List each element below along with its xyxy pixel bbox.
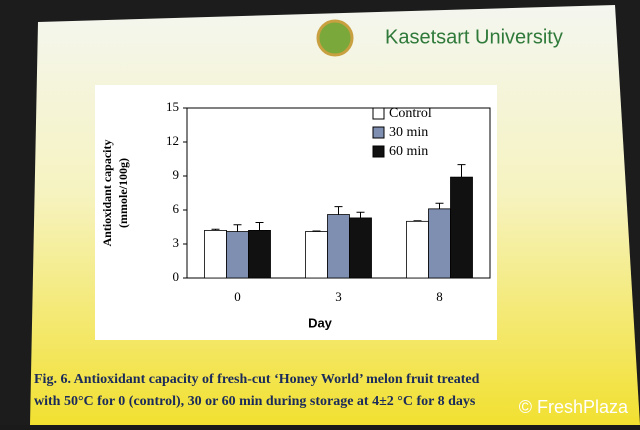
error-bar [255, 221, 264, 231]
bar [327, 214, 350, 279]
logo-emblem [316, 19, 354, 57]
x-axis-label: Day [308, 315, 333, 330]
y-tick-label: 9 [173, 167, 180, 182]
x-tick-label: 3 [335, 289, 342, 304]
y-tick-label: 12 [166, 133, 179, 148]
bar [349, 217, 372, 279]
y-tick-label: 6 [173, 201, 180, 216]
error-bar [211, 228, 220, 231]
error-bar [413, 220, 422, 222]
bar [428, 208, 451, 279]
bar [450, 176, 473, 279]
error-bar [457, 164, 466, 178]
legend-label: Control [389, 106, 432, 121]
legend-label: 60 min [389, 144, 428, 159]
bar [248, 229, 271, 279]
legend-swatch [372, 145, 385, 158]
error-bar [356, 211, 365, 218]
error-bar [435, 202, 444, 209]
y-tick-label: 3 [173, 235, 180, 250]
error-bar [233, 224, 242, 232]
bar [204, 229, 227, 279]
y-tick-label: 0 [173, 269, 180, 284]
y-tick-label: 15 [166, 99, 179, 114]
legend-swatch [372, 126, 385, 139]
legend-label: 30 min [389, 125, 428, 140]
watermark: © FreshPlaza [519, 397, 629, 417]
caption: Fig. 6. Antioxidant capacity of fresh-cu… [34, 372, 480, 387]
legend-swatch [372, 107, 385, 120]
bar [406, 220, 429, 279]
y-axis-label: Antioxidant capacity [100, 139, 114, 246]
y-axis-label: (mmole/100g) [116, 158, 130, 228]
error-bar [312, 230, 321, 232]
x-tick-label: 0 [234, 289, 241, 304]
bar [226, 231, 249, 279]
logo-text: Kasetsart University [385, 26, 563, 48]
bar [305, 231, 328, 279]
caption: with 50°C for 0 (control), 30 or 60 min … [34, 394, 476, 409]
error-bar [334, 206, 343, 215]
x-tick-label: 8 [436, 289, 443, 304]
